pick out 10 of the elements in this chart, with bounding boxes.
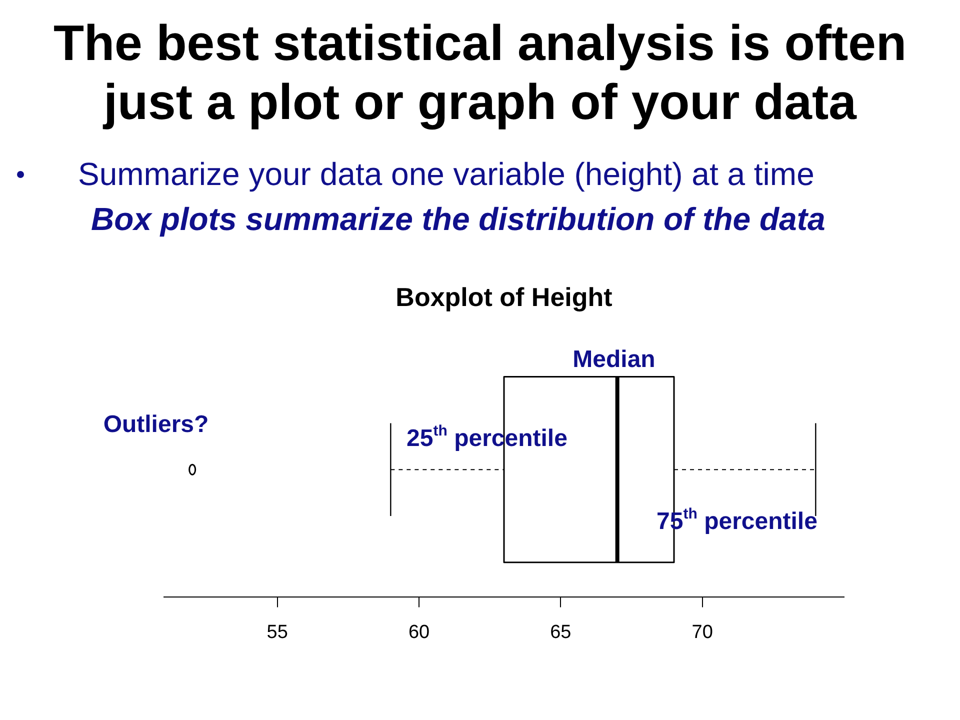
text: Summarize your data one variable (height) at a time — [78, 156, 814, 192]
chart-title: The best statistical analysis is often just a plot or graph of your data — [52, 14, 908, 132]
annotation: Outliers? — [103, 411, 209, 438]
x-tick-label: 60 — [408, 622, 430, 643]
text: Median — [572, 346, 656, 373]
x-tick-label: 55 — [266, 622, 288, 643]
x-tick-label: 65 — [550, 622, 572, 643]
text: Box plots summarize the distribution of the data — [91, 201, 826, 237]
chart-subtitle: Boxplot of Height — [394, 282, 614, 312]
x-tick-label: 70 — [692, 622, 713, 643]
